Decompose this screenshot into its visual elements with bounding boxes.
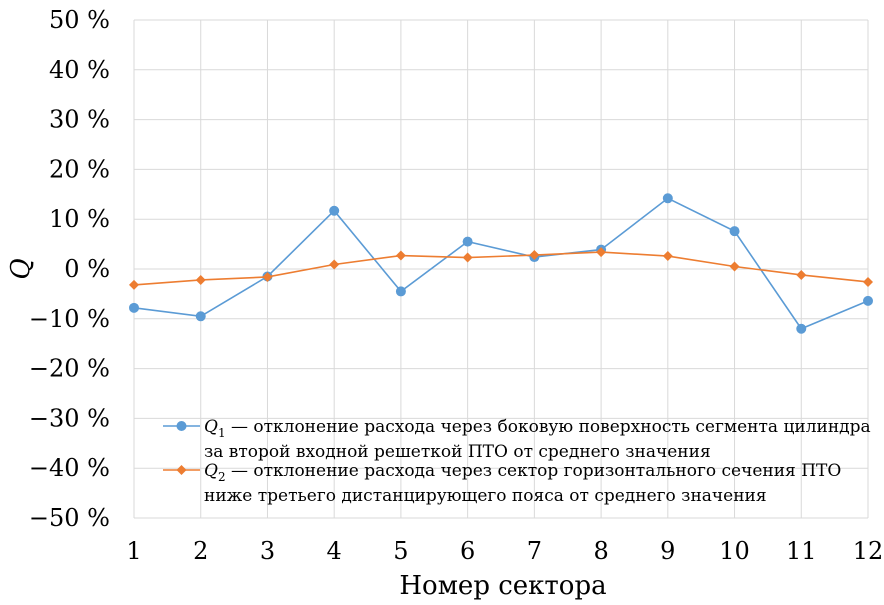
series-Q2 <box>129 247 873 290</box>
data-point <box>796 269 807 280</box>
data-point <box>195 311 206 322</box>
legend: Q1 — отклонение расхода через боковую по… <box>163 417 871 506</box>
legend-marker <box>176 465 187 475</box>
data-point <box>596 247 607 258</box>
x-tick-label: 2 <box>193 537 208 565</box>
series-line <box>133 197 869 330</box>
legend-label: Q1 — отклонение расхода через боковую по… <box>204 417 871 440</box>
data-point <box>462 236 473 247</box>
x-tick-label: 3 <box>260 537 275 565</box>
data-point <box>329 259 340 270</box>
data-point <box>729 261 740 272</box>
data-point <box>863 295 873 306</box>
x-axis-ticks: 1 2 3 4 5 6 7 8 9 10 11 12 <box>126 537 883 565</box>
legend-label-continued: за второй входной решеткой ПТО от средне… <box>204 442 711 462</box>
y-tick-label: 10 % <box>49 205 110 233</box>
data-point <box>129 279 139 290</box>
y-tick-label: −20 % <box>29 355 110 383</box>
series-group <box>129 193 873 334</box>
legend-entry-Q2: Q2 — отклонение расхода через сектор гор… <box>163 461 841 506</box>
x-tick-label: 4 <box>327 537 342 565</box>
legend-marker <box>176 421 187 431</box>
x-tick-label: 12 <box>853 537 884 565</box>
x-tick-label: 10 <box>719 537 750 565</box>
legend-entry-Q1: Q1 — отклонение расхода через боковую по… <box>163 417 871 462</box>
y-axis-ticks: 50 % 40 % 30 % 20 % 10 % 0 % −10 % −20 % −30 % −4… <box>29 6 110 532</box>
x-tick-label: 9 <box>660 537 675 565</box>
y-tick-label: 0 % <box>64 255 110 283</box>
x-tick-label: 6 <box>460 537 475 565</box>
data-point <box>796 323 807 334</box>
y-tick-label: −40 % <box>29 454 110 482</box>
y-axis-title: Q <box>6 258 36 279</box>
data-point <box>662 193 673 204</box>
y-tick-label: −10 % <box>29 305 110 333</box>
data-point <box>395 250 406 261</box>
data-point <box>462 252 473 263</box>
y-tick-label: 20 % <box>49 155 110 183</box>
data-point <box>395 286 406 297</box>
y-tick-label: −50 % <box>29 504 110 532</box>
y-tick-label: 30 % <box>49 106 110 134</box>
x-tick-label: 5 <box>393 537 408 565</box>
x-tick-label: 8 <box>593 537 608 565</box>
x-axis-title: Номер сектора <box>399 571 606 601</box>
data-point <box>262 271 273 282</box>
legend-label: Q2 — отклонение расхода через сектор гор… <box>204 461 841 484</box>
data-point <box>195 274 206 285</box>
data-point <box>729 226 740 237</box>
legend-label-continued: ниже третьего дистанцирующего пояса от с… <box>204 486 767 506</box>
grid <box>133 19 869 519</box>
data-point <box>662 251 673 262</box>
y-tick-label: 40 % <box>49 56 110 84</box>
series-Q1 <box>129 193 873 334</box>
data-point <box>129 302 139 313</box>
data-point <box>329 205 340 216</box>
x-tick-label: 11 <box>786 537 817 565</box>
series-line <box>133 251 869 286</box>
x-tick-label: 7 <box>527 537 542 565</box>
y-tick-label: −30 % <box>29 404 110 432</box>
x-tick-label: 1 <box>126 537 141 565</box>
data-point <box>863 276 873 287</box>
data-point <box>529 250 540 261</box>
y-tick-label: 50 % <box>49 6 110 34</box>
